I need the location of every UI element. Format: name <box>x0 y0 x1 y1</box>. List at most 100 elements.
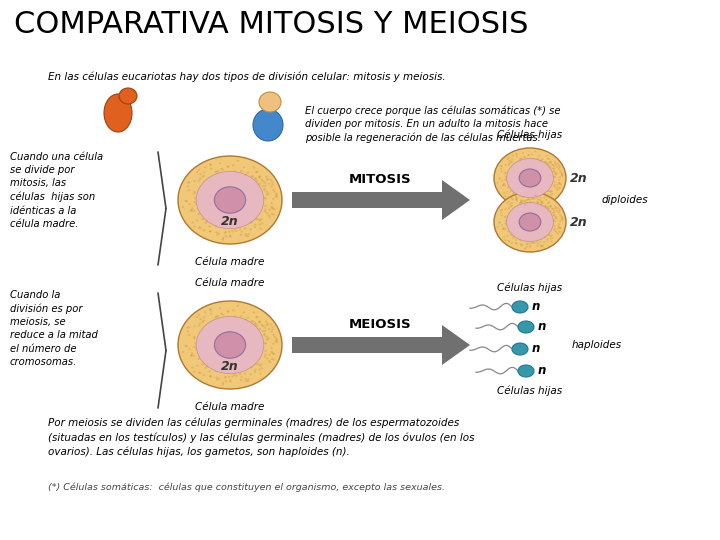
Ellipse shape <box>224 232 226 234</box>
Ellipse shape <box>553 165 555 167</box>
Ellipse shape <box>531 153 534 155</box>
Ellipse shape <box>264 198 267 200</box>
Ellipse shape <box>194 180 196 182</box>
Ellipse shape <box>240 234 242 236</box>
Ellipse shape <box>558 183 560 184</box>
Ellipse shape <box>271 326 274 328</box>
Ellipse shape <box>274 340 277 342</box>
Ellipse shape <box>504 217 506 218</box>
Text: 2n: 2n <box>221 360 239 373</box>
Ellipse shape <box>204 367 207 369</box>
Ellipse shape <box>512 301 528 313</box>
Ellipse shape <box>266 324 269 326</box>
Ellipse shape <box>264 350 267 352</box>
Ellipse shape <box>549 166 552 168</box>
Ellipse shape <box>220 168 222 170</box>
Ellipse shape <box>501 209 503 211</box>
Ellipse shape <box>524 247 526 249</box>
Ellipse shape <box>274 191 276 193</box>
Ellipse shape <box>549 161 552 163</box>
Ellipse shape <box>258 224 261 226</box>
Ellipse shape <box>209 308 212 310</box>
Ellipse shape <box>511 158 513 160</box>
Ellipse shape <box>524 157 526 158</box>
Ellipse shape <box>254 178 257 180</box>
Ellipse shape <box>178 301 282 389</box>
Ellipse shape <box>259 92 281 112</box>
Ellipse shape <box>541 202 544 204</box>
Ellipse shape <box>520 199 522 201</box>
Ellipse shape <box>540 201 542 203</box>
Ellipse shape <box>222 314 224 315</box>
Text: Célula madre: Célula madre <box>195 257 265 267</box>
Ellipse shape <box>256 180 258 182</box>
Ellipse shape <box>224 377 226 379</box>
Ellipse shape <box>250 228 252 231</box>
Ellipse shape <box>210 309 212 312</box>
Ellipse shape <box>220 313 222 315</box>
Ellipse shape <box>194 325 196 327</box>
Ellipse shape <box>260 218 263 220</box>
Ellipse shape <box>251 176 253 177</box>
Ellipse shape <box>205 220 208 222</box>
Ellipse shape <box>496 182 498 184</box>
Ellipse shape <box>231 375 234 377</box>
Ellipse shape <box>215 316 217 318</box>
Ellipse shape <box>195 203 198 205</box>
Ellipse shape <box>261 367 264 369</box>
Ellipse shape <box>559 184 562 185</box>
Ellipse shape <box>252 176 254 178</box>
Ellipse shape <box>521 201 523 203</box>
Ellipse shape <box>559 231 561 233</box>
Ellipse shape <box>508 196 510 198</box>
Ellipse shape <box>498 221 500 224</box>
Ellipse shape <box>557 233 559 235</box>
Ellipse shape <box>558 165 560 166</box>
Ellipse shape <box>508 240 510 241</box>
Ellipse shape <box>225 235 228 237</box>
Ellipse shape <box>512 199 514 200</box>
Ellipse shape <box>190 210 192 212</box>
Ellipse shape <box>496 226 498 228</box>
Ellipse shape <box>271 358 274 360</box>
Ellipse shape <box>554 164 557 165</box>
Ellipse shape <box>511 242 513 244</box>
Polygon shape <box>292 192 442 208</box>
Ellipse shape <box>264 205 267 207</box>
Ellipse shape <box>553 171 555 172</box>
Ellipse shape <box>259 364 261 367</box>
Ellipse shape <box>500 168 502 170</box>
Ellipse shape <box>273 208 276 210</box>
Ellipse shape <box>522 152 524 154</box>
Ellipse shape <box>208 225 211 227</box>
Ellipse shape <box>520 245 522 246</box>
Ellipse shape <box>193 192 195 194</box>
Ellipse shape <box>557 189 559 191</box>
Ellipse shape <box>539 241 541 242</box>
Ellipse shape <box>559 166 561 168</box>
Ellipse shape <box>193 338 195 339</box>
Ellipse shape <box>204 311 207 313</box>
Ellipse shape <box>272 359 275 360</box>
Ellipse shape <box>196 171 264 228</box>
Ellipse shape <box>245 233 247 235</box>
Ellipse shape <box>519 169 541 187</box>
Text: Célula madre: Célula madre <box>195 278 265 288</box>
Ellipse shape <box>528 154 530 156</box>
Ellipse shape <box>558 231 560 233</box>
Ellipse shape <box>257 363 260 366</box>
Ellipse shape <box>245 173 247 176</box>
Ellipse shape <box>202 175 205 177</box>
Text: (*) Células somáticas:  células que constituyen el organismo, excepto las sexual: (*) Células somáticas: células que const… <box>48 482 445 491</box>
Text: diploides: diploides <box>602 195 649 205</box>
Ellipse shape <box>262 330 264 332</box>
Ellipse shape <box>524 200 526 202</box>
Ellipse shape <box>186 181 189 184</box>
Ellipse shape <box>553 185 555 187</box>
Ellipse shape <box>240 231 243 233</box>
Text: Cuando la
división es por
meiosis, se
reduce a la mitad
el número de
cromosomas.: Cuando la división es por meiosis, se re… <box>10 290 98 367</box>
Ellipse shape <box>245 380 247 382</box>
Ellipse shape <box>506 191 508 193</box>
Ellipse shape <box>561 219 563 220</box>
Ellipse shape <box>559 170 561 172</box>
